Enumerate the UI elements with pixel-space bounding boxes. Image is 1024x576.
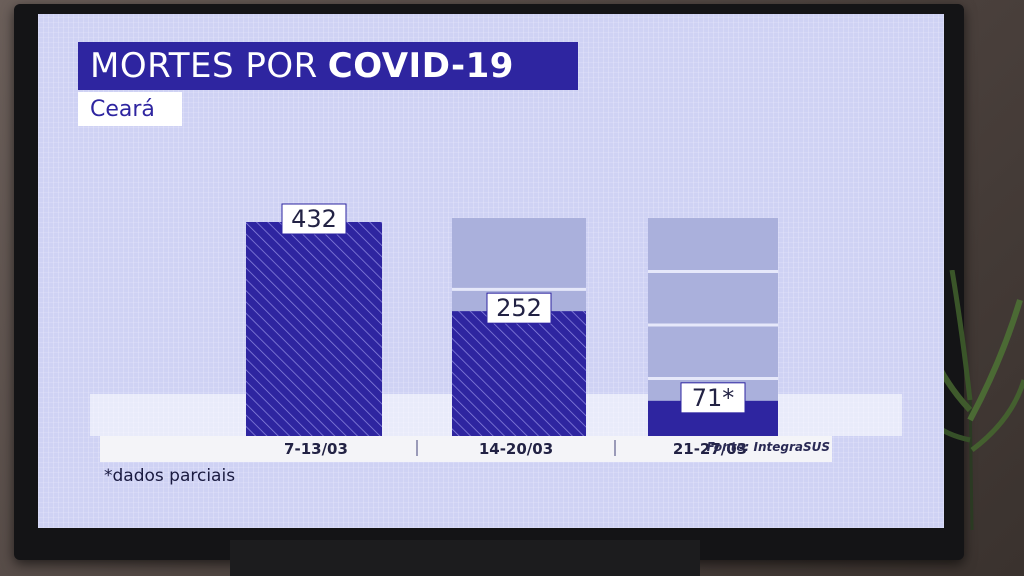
data-label-box-2 [680, 382, 746, 414]
x-tick-label-0: 7-13/03 [284, 440, 348, 458]
footnote: *dados parciais [104, 466, 236, 486]
chart-title: MORTES POR COVID-19 [78, 42, 578, 90]
title-part-1: MORTES POR [90, 46, 318, 86]
x-tick-label-2: 21-27/03 [672, 440, 748, 458]
x-axis-band [100, 436, 832, 462]
data-label-0: 432 [291, 205, 337, 233]
x-axis-separator [416, 440, 418, 456]
bar-0 [246, 222, 382, 436]
data-label-box-1 [486, 292, 552, 324]
chart-subtitle: Ceará [78, 92, 182, 126]
data-label-box-0 [281, 203, 347, 235]
source-label: Fonte: IntegraSUS [706, 440, 830, 454]
tv-stand [230, 540, 700, 576]
data-label-2: 71* [692, 384, 735, 412]
title-part-2: COVID-19 [327, 46, 514, 86]
x-tick-label-1: 14-20/03 [478, 440, 554, 458]
data-label-1: 252 [496, 294, 542, 322]
bar-1 [452, 311, 586, 436]
x-axis-separator [614, 440, 616, 456]
